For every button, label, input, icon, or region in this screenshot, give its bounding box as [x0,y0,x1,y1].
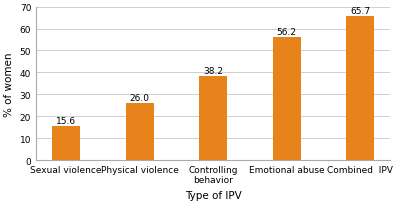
Bar [126,104,154,160]
Text: 56.2: 56.2 [277,28,297,37]
Text: 26.0: 26.0 [130,93,150,102]
Bar [199,77,227,160]
Bar [52,126,80,160]
Text: 15.6: 15.6 [56,116,76,125]
X-axis label: Type of IPV: Type of IPV [185,190,241,200]
Bar [273,38,301,160]
Y-axis label: % of women: % of women [4,52,14,116]
Text: 65.7: 65.7 [350,7,370,16]
Text: 38.2: 38.2 [203,67,223,76]
Bar [346,17,374,160]
